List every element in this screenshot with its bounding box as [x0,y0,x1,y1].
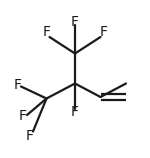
Text: F: F [71,105,79,119]
Text: F: F [18,109,27,124]
Text: F: F [99,25,108,40]
Text: F: F [42,25,51,40]
Text: F: F [14,78,22,92]
Text: F: F [26,129,34,143]
Text: F: F [71,15,79,29]
